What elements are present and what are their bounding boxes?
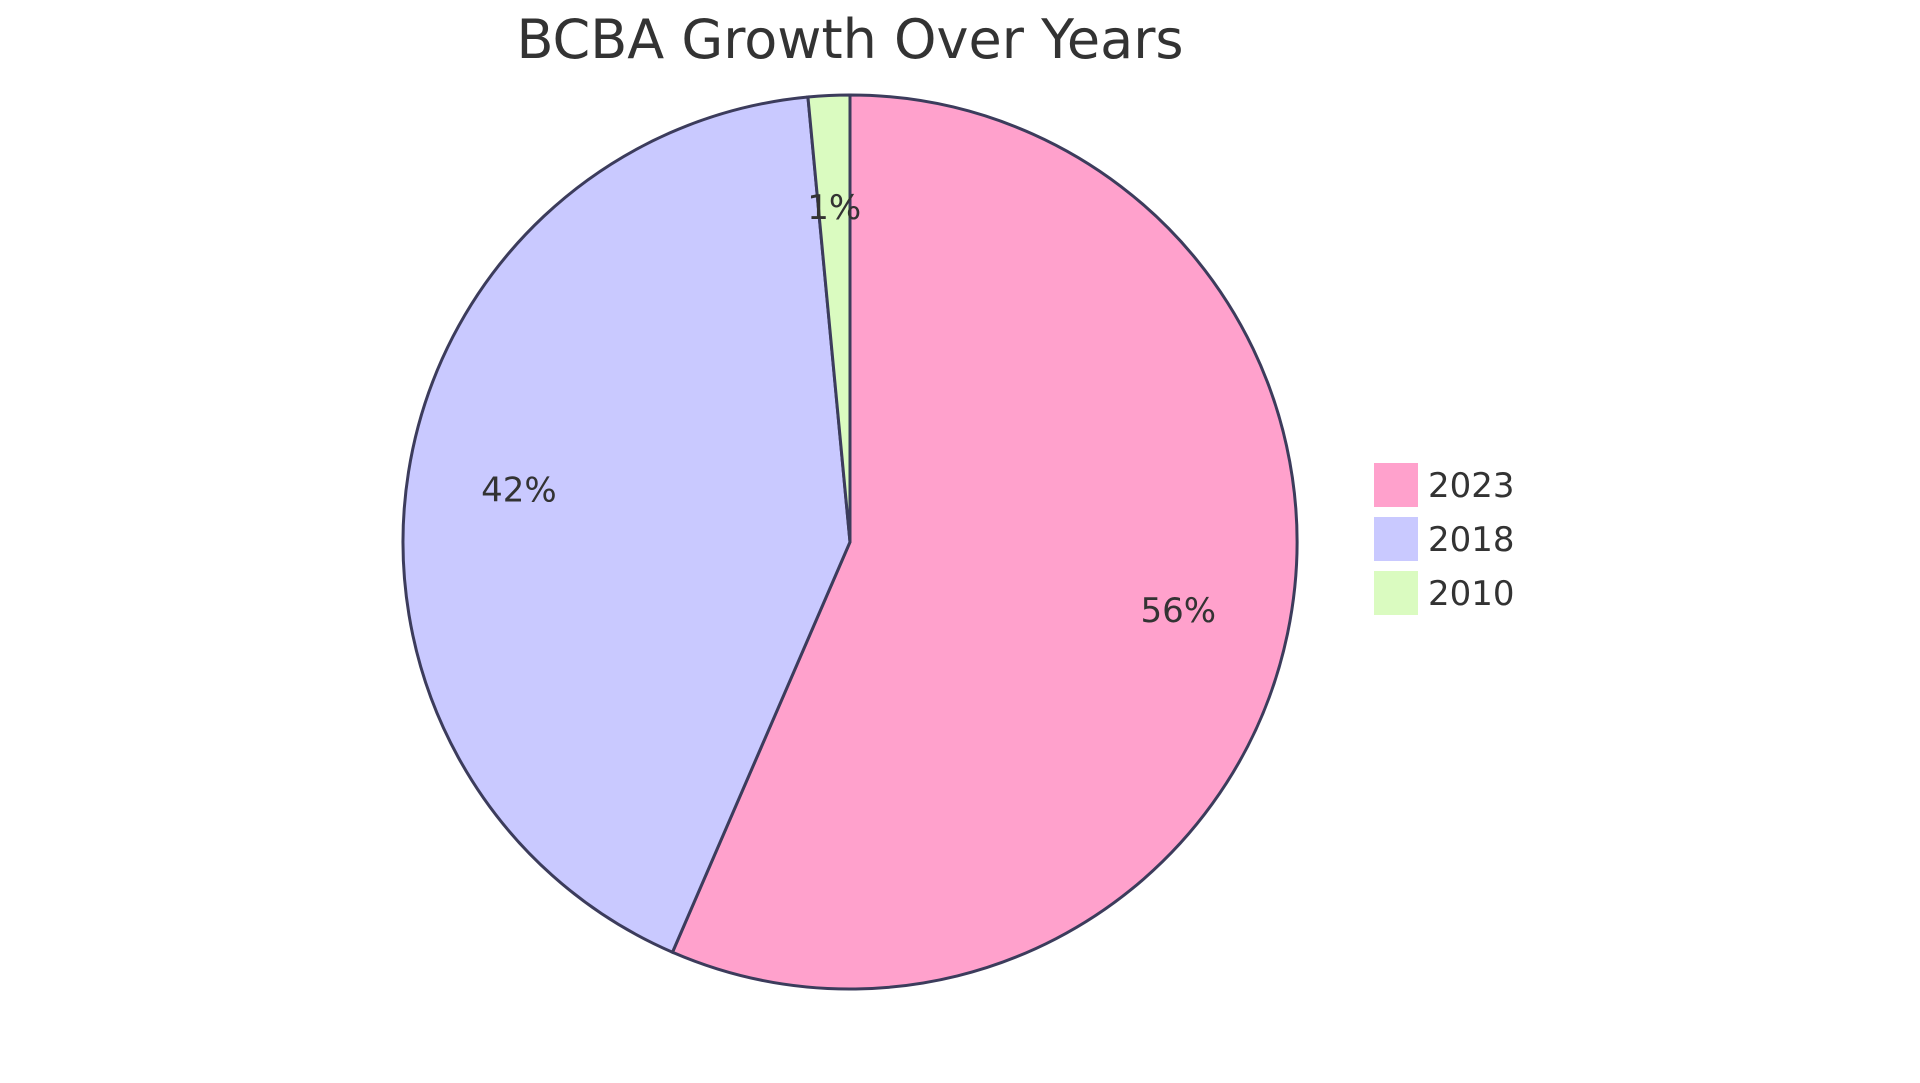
slice-percent-label-2023: 56%: [1140, 591, 1216, 631]
pie-slices: [401, 93, 1299, 991]
legend: 2023 2018 2010: [1374, 463, 1515, 615]
legend-swatch-2010: [1374, 571, 1418, 615]
slice-labels: 56% 42% 1%: [481, 188, 1216, 631]
slice-percent-label-2018: 42%: [481, 471, 557, 511]
slice-percent-label-2010: 1%: [807, 188, 861, 228]
legend-swatch-2018: [1374, 517, 1418, 561]
legend-label-2023: 2023: [1428, 466, 1515, 506]
legend-label-2018: 2018: [1428, 520, 1515, 560]
pie-slice-2018: [401, 95, 852, 955]
pie-slice-2023: [670, 93, 1299, 991]
legend-swatch-2023: [1374, 463, 1418, 507]
chart-title: BCBA Growth Over Years: [516, 8, 1183, 71]
pie-slice-2010: [806, 93, 852, 543]
legend-label-2010: 2010: [1428, 574, 1515, 614]
